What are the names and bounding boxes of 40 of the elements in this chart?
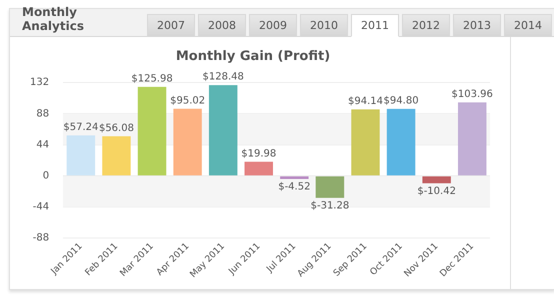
data-label: $-10.42 <box>417 186 456 197</box>
text: 2013 <box>453 14 501 37</box>
text: Monthly Analytics <box>21 5 85 35</box>
text: 2011 <box>351 14 399 37</box>
data-label: $57.24 <box>63 122 98 133</box>
data-label: $125.98 <box>131 73 173 84</box>
data-label: $94.80 <box>384 95 419 106</box>
y-tick-label: -88 <box>32 232 50 244</box>
text: 2010 <box>300 14 348 37</box>
bar <box>66 135 96 176</box>
bar <box>316 176 344 198</box>
data-label: $19.98 <box>241 148 276 160</box>
data-label: $-31.28 <box>310 200 350 212</box>
y-tick-label: 132 <box>30 77 50 88</box>
data-label: $-4.52 <box>278 182 310 193</box>
bar <box>244 162 273 176</box>
y-tick-label: 88 <box>36 108 50 120</box>
bar <box>422 176 451 184</box>
text: 2014 <box>504 14 552 37</box>
bar <box>102 136 131 176</box>
bar <box>173 108 202 176</box>
data-label: $128.48 <box>202 72 244 83</box>
text: 2009 <box>249 14 297 37</box>
bar <box>386 108 416 176</box>
data-label: $94.14 <box>348 96 383 107</box>
text: 2007 <box>147 14 195 37</box>
bar <box>138 86 166 176</box>
data-label: $56.08 <box>98 122 134 134</box>
y-tick-label: -44 <box>32 202 50 213</box>
bar <box>208 85 238 176</box>
text: 2008 <box>198 14 246 37</box>
bar <box>280 176 309 180</box>
y-tick-label: 44 <box>36 139 50 150</box>
bar <box>458 102 486 176</box>
data-label: $95.02 <box>170 95 206 106</box>
bar <box>351 109 380 176</box>
y-tick-label: 0 <box>42 170 50 182</box>
data-label: $103.96 <box>452 89 493 100</box>
chart-title: Monthly Gain (Profit) <box>176 49 330 64</box>
text: 2012 <box>402 14 450 37</box>
